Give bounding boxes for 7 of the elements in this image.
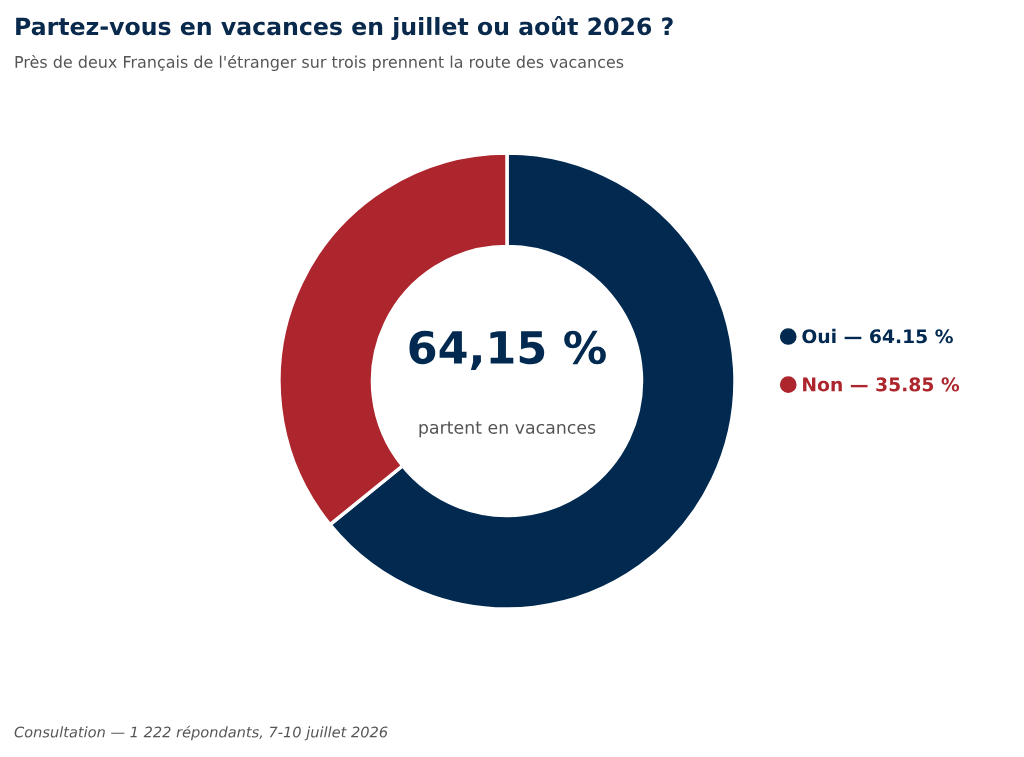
legend-label: Non — 35.85 % xyxy=(803,377,960,392)
text: partent en vacances xyxy=(419,421,596,438)
text: 64,15 % xyxy=(409,330,606,370)
chart-subtitle: Près de deux Français de l'étranger sur trois prennent la route des vacances xyxy=(15,54,624,72)
legend-label: Oui — 64.15 % xyxy=(802,328,953,344)
text: Consultation — 1 222 répondants, 7-10 juillet 2026 xyxy=(14,725,388,741)
chart-title: Partez-vous en vacances en juillet ou août 2026 ? xyxy=(16,16,673,40)
